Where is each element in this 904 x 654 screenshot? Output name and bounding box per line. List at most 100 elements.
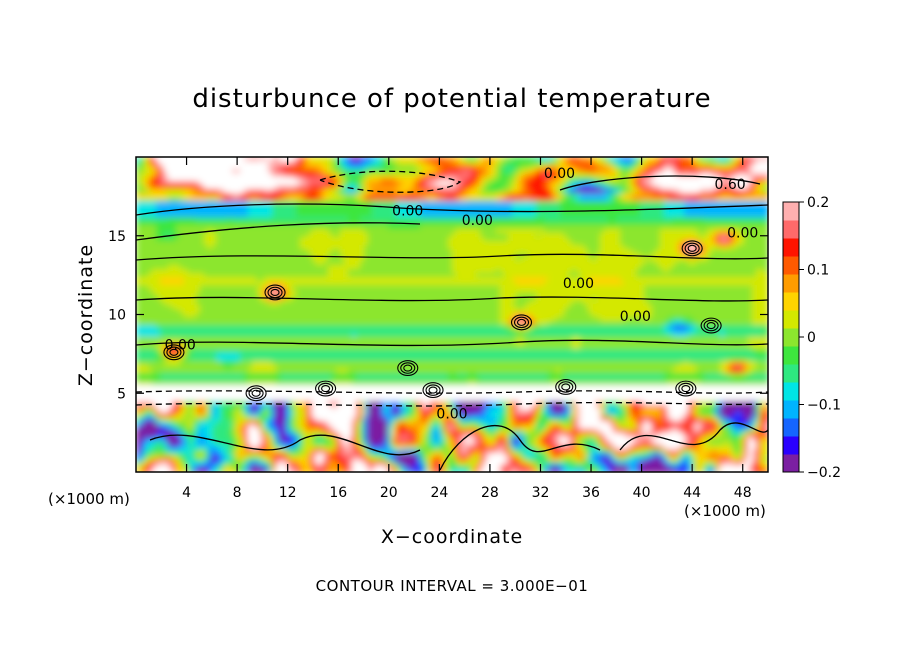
field-cell bbox=[380, 269, 385, 274]
field-cell bbox=[352, 157, 357, 162]
field-cell bbox=[176, 213, 181, 218]
field-cell bbox=[372, 281, 377, 286]
field-cell bbox=[500, 277, 505, 282]
field-cell bbox=[532, 253, 537, 258]
field-cell bbox=[372, 165, 377, 170]
field-cell bbox=[564, 157, 569, 162]
field-cell bbox=[472, 201, 477, 206]
field-cell bbox=[592, 237, 597, 242]
field-cell bbox=[496, 157, 501, 162]
field-cell bbox=[156, 201, 161, 206]
field-cell bbox=[596, 225, 601, 230]
field-cell bbox=[352, 209, 357, 214]
field-cell bbox=[152, 197, 157, 202]
field-cell bbox=[660, 277, 665, 282]
field-cell bbox=[680, 165, 685, 170]
field-cell bbox=[716, 169, 721, 174]
field-cell bbox=[412, 157, 417, 162]
field-cell bbox=[752, 165, 757, 170]
field-cell bbox=[580, 201, 585, 206]
field-cell bbox=[280, 281, 285, 286]
field-cell bbox=[456, 161, 461, 166]
field-cell bbox=[276, 185, 281, 190]
field-cell bbox=[644, 245, 649, 250]
field-cell bbox=[232, 221, 237, 226]
field-cell bbox=[320, 229, 325, 234]
field-cell bbox=[732, 237, 737, 242]
field-cell bbox=[652, 157, 657, 162]
field-cell bbox=[764, 225, 768, 230]
field-cell bbox=[224, 173, 229, 178]
field-cell bbox=[580, 217, 585, 222]
field-cell bbox=[616, 269, 621, 274]
field-cell bbox=[764, 241, 768, 246]
field-cell bbox=[576, 261, 581, 266]
field-cell bbox=[240, 269, 245, 274]
field-cell bbox=[204, 217, 209, 222]
field-cell bbox=[320, 265, 325, 270]
field-cell bbox=[212, 189, 217, 194]
field-cell bbox=[168, 181, 173, 186]
field-cell bbox=[612, 265, 617, 270]
field-cell bbox=[568, 197, 573, 202]
field-cell bbox=[300, 281, 305, 286]
field-cell bbox=[240, 189, 245, 194]
field-cell bbox=[336, 185, 341, 190]
field-cell bbox=[148, 165, 153, 170]
field-cell bbox=[460, 181, 465, 186]
field-cell bbox=[712, 217, 717, 222]
field-cell bbox=[748, 209, 753, 214]
field-cell bbox=[472, 177, 477, 182]
field-cell bbox=[168, 241, 173, 246]
field-cell bbox=[592, 221, 597, 226]
field-cell bbox=[540, 181, 545, 186]
field-cell bbox=[396, 225, 401, 230]
field-cell bbox=[356, 269, 361, 274]
field-cell bbox=[680, 217, 685, 222]
field-cell bbox=[204, 213, 209, 218]
field-cell bbox=[312, 213, 317, 218]
field-cell bbox=[324, 201, 329, 206]
field-cell bbox=[284, 201, 289, 206]
field-cell bbox=[160, 277, 165, 282]
field-cell bbox=[388, 161, 393, 166]
field-cell bbox=[136, 209, 141, 214]
field-cell bbox=[540, 257, 545, 262]
field-cell bbox=[732, 261, 737, 266]
field-cell bbox=[500, 161, 505, 166]
field-cell bbox=[228, 193, 233, 198]
field-cell bbox=[524, 261, 529, 266]
field-cell bbox=[636, 241, 641, 246]
field-cell bbox=[536, 201, 541, 206]
field-cell bbox=[268, 213, 273, 218]
field-cell bbox=[440, 273, 445, 278]
field-cell bbox=[256, 233, 261, 238]
field-cell bbox=[396, 249, 401, 254]
field-cell bbox=[208, 173, 213, 178]
field-cell bbox=[540, 277, 545, 282]
field-cell bbox=[260, 217, 265, 222]
field-cell bbox=[168, 237, 173, 242]
field-cell bbox=[512, 245, 517, 250]
field-cell bbox=[288, 157, 293, 162]
field-cell bbox=[376, 237, 381, 242]
field-cell bbox=[220, 213, 225, 218]
field-cell bbox=[464, 165, 469, 170]
field-cell bbox=[688, 165, 693, 170]
field-cell bbox=[660, 173, 665, 178]
field-cell bbox=[428, 257, 433, 262]
field-cell bbox=[616, 165, 621, 170]
field-cell bbox=[220, 233, 225, 238]
field-cell bbox=[672, 157, 677, 162]
field-cell bbox=[716, 193, 721, 198]
field-cell bbox=[640, 193, 645, 198]
field-cell bbox=[504, 281, 509, 286]
field-cell bbox=[616, 157, 621, 162]
field-cell bbox=[264, 257, 269, 262]
field-cell bbox=[228, 221, 233, 226]
field-cell bbox=[284, 213, 289, 218]
field-cell bbox=[512, 233, 517, 238]
field-cell bbox=[492, 201, 497, 206]
field-cell bbox=[628, 201, 633, 206]
field-cell bbox=[732, 269, 737, 274]
